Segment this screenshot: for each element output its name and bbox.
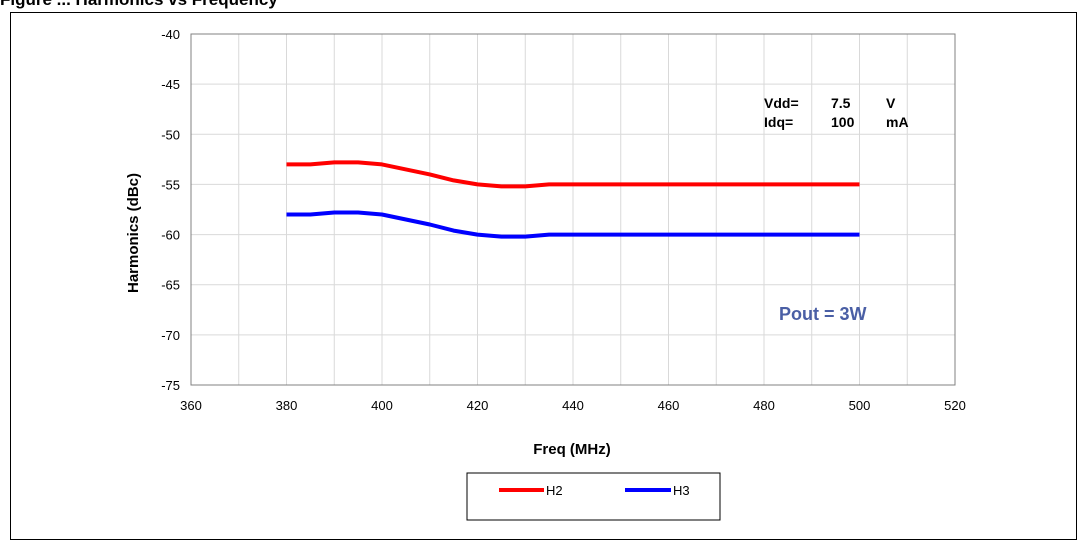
series-lines (286, 160, 860, 239)
vdd-unit: V (886, 95, 896, 111)
x-tick-label: 420 (467, 398, 489, 413)
legend-label-h2: H2 (546, 483, 563, 498)
x-tick-label: 440 (562, 398, 584, 413)
idq-unit: mA (886, 114, 909, 130)
idq-label: Idq= (764, 114, 793, 130)
x-tick-label: 380 (276, 398, 298, 413)
x-axis-label: Freq (MHz) (533, 441, 611, 458)
y-tick-label: -50 (161, 127, 180, 142)
y-tick-label: -75 (161, 378, 180, 393)
y-tick-labels: -40 -45 -50 -55 -60 -65 -70 -75 (161, 27, 180, 393)
pout-annotation: Pout = 3W (779, 304, 867, 324)
x-tick-label: 400 (371, 398, 393, 413)
harmonics-chart: -40 -45 -50 -55 -60 -65 -70 -75 360 380 400 420 440… (125, 27, 966, 521)
x-tick-label: 460 (658, 398, 680, 413)
idq-value: 100 (831, 114, 855, 130)
y-tick-label: -45 (161, 77, 180, 92)
y-tick-label: -55 (161, 177, 180, 192)
legend-box (466, 472, 721, 521)
series-line-h3 (286, 210, 860, 239)
chart-frame: -40 -45 -50 -55 -60 -65 -70 -75 360 380 400 420 440… (10, 12, 1077, 540)
x-tick-label: 500 (849, 398, 871, 413)
y-tick-label: -40 (161, 27, 180, 42)
x-tick-labels: 360 380 400 420 440 460 480 500 520 (180, 398, 966, 413)
vdd-label: Vdd= (764, 95, 799, 111)
x-tick-label: 520 (944, 398, 966, 413)
legend-label-h3: H3 (673, 483, 690, 498)
y-tick-label: -65 (161, 278, 180, 293)
vdd-value: 7.5 (831, 95, 851, 111)
y-axis-label: Harmonics (dBc) (125, 173, 142, 293)
grid (190, 33, 956, 386)
legend: H2 H3 (466, 472, 721, 521)
plot-area-border (190, 33, 956, 386)
conditions-annotation: Vdd= 7.5 V Idq= 100 mA (764, 95, 909, 130)
series-line-h2 (286, 160, 860, 189)
y-tick-label: -70 (161, 328, 180, 343)
y-tick-label: -60 (161, 228, 180, 243)
figure-caption: Figure ... Harmonics vs Frequency (0, 0, 278, 10)
x-tick-label: 480 (753, 398, 775, 413)
x-tick-label: 360 (180, 398, 202, 413)
caption-text: Figure ... Harmonics vs Frequency (0, 0, 278, 9)
